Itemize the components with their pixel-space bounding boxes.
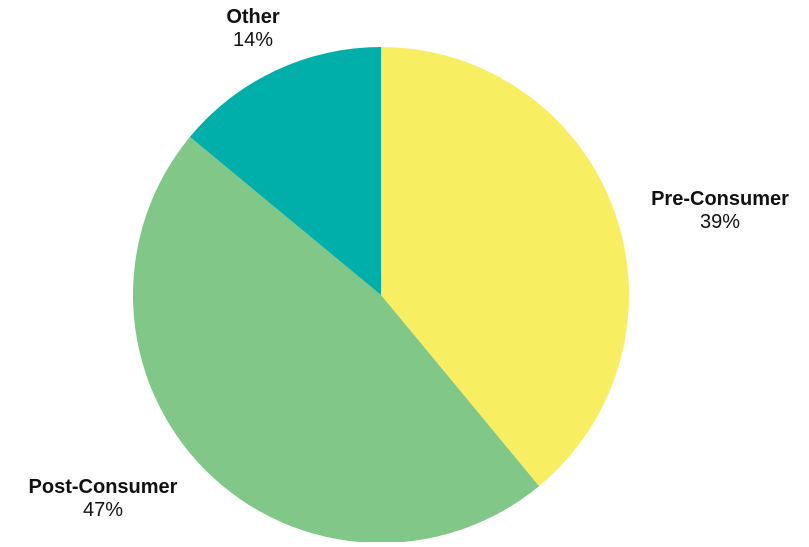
- slice-label-value: 39%: [700, 211, 740, 233]
- slice-label-value: 47%: [83, 499, 123, 521]
- pie-slices: [132, 47, 630, 544]
- pie-slice-other: [189, 47, 381, 295]
- pie-slice-pre-consumer: [381, 47, 630, 487]
- slice-label-name: Post-Consumer: [29, 476, 178, 498]
- slice-label-name: Other: [226, 6, 280, 28]
- pie-slice-post-consumer: [132, 136, 540, 544]
- slice-label-name: Pre-Consumer: [651, 188, 789, 210]
- slice-label-value: 14%: [233, 29, 273, 51]
